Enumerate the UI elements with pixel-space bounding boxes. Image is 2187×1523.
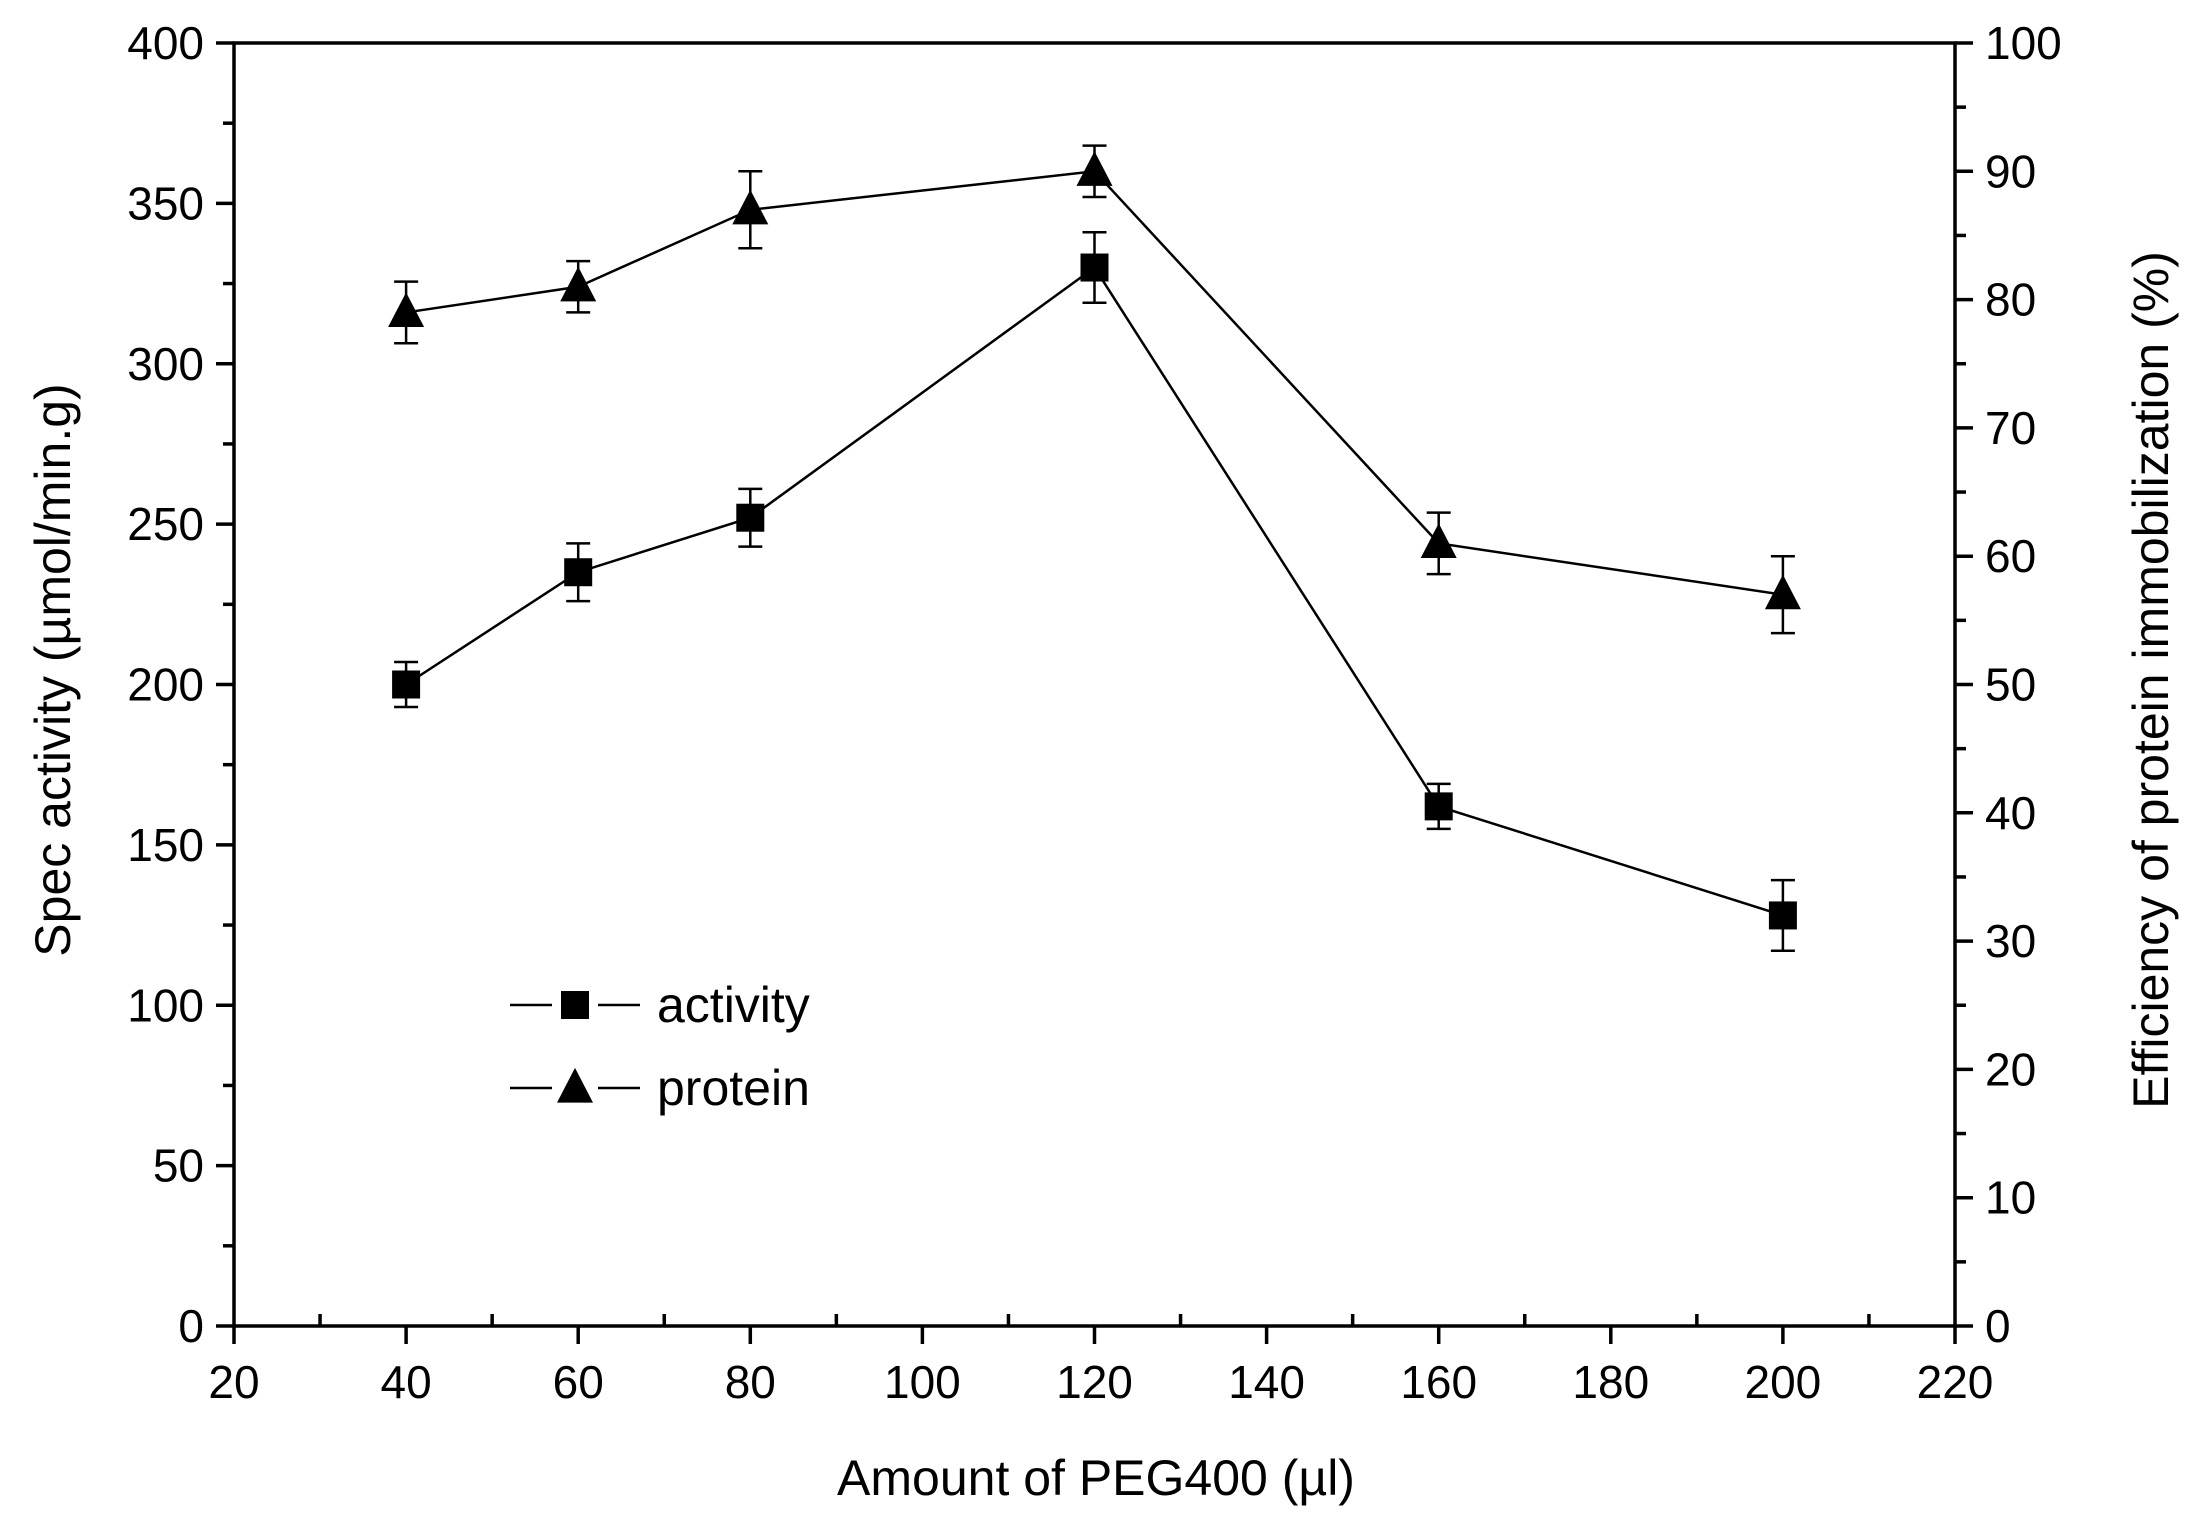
legend-marker-protein — [557, 1067, 593, 1103]
data-point-activity — [736, 503, 765, 532]
legend-item-activity: activity — [510, 977, 810, 1033]
legend: activity protein — [510, 977, 810, 1116]
data-point-protein — [1764, 574, 1801, 610]
x-tick-label: 60 — [553, 1356, 604, 1408]
y2-tick-label: 30 — [1985, 915, 2036, 967]
y-tick-label: 250 — [127, 498, 204, 550]
x-tick-label: 160 — [1400, 1356, 1477, 1408]
y2-tick-label: 0 — [1985, 1300, 2011, 1352]
legend-marker-activity — [561, 991, 589, 1019]
y2-tick-label: 10 — [1985, 1172, 2036, 1224]
y2-tick-label: 100 — [1985, 17, 2062, 69]
x-tick-label: 220 — [1917, 1356, 1994, 1408]
x-tick-label: 40 — [381, 1356, 432, 1408]
y2-tick-label: 40 — [1985, 787, 2036, 839]
x-tick-label: 200 — [1745, 1356, 1822, 1408]
y2-tick-label: 70 — [1985, 402, 2036, 454]
x-tick-label: 80 — [725, 1356, 776, 1408]
data-point-activity — [1424, 792, 1453, 821]
plot-series — [388, 144, 1801, 952]
y-tick-label: 300 — [127, 338, 204, 390]
y-axis-title: Spec activity (µmol/min.g) — [25, 383, 81, 956]
y-tick-label: 200 — [127, 659, 204, 711]
series-line-activity — [405, 265, 1784, 917]
y-tick-label: 100 — [127, 979, 204, 1031]
legend-label-protein: protein — [657, 1060, 810, 1116]
data-point-protein — [732, 189, 769, 225]
y2-tick-label: 60 — [1985, 530, 2036, 582]
y2-tick-label: 80 — [1985, 274, 2036, 326]
y-tick-label: 400 — [127, 17, 204, 69]
x-axis-title: Amount of PEG400 (µl) — [837, 1450, 1355, 1506]
y2-tick-label: 50 — [1985, 659, 2036, 711]
y2-axis-title: Efficiency of protein immobilization (%) — [2123, 251, 2179, 1109]
legend-item-protein: protein — [510, 1060, 810, 1116]
y-tick-label: 150 — [127, 819, 204, 871]
x-tick-label: 100 — [884, 1356, 961, 1408]
x-tick-label: 120 — [1056, 1356, 1133, 1408]
data-point-activity — [1080, 253, 1109, 282]
data-point-protein — [388, 292, 425, 328]
y-tick-label: 350 — [127, 177, 204, 229]
series-line-protein — [405, 169, 1784, 596]
data-point-protein — [560, 266, 597, 302]
y-tick-label: 0 — [178, 1300, 204, 1352]
axes: 20 40 60 80 100 120 140 160 180 200 22005010015020… — [127, 17, 2062, 1408]
series-activity — [392, 230, 1797, 952]
data-point-protein — [1076, 151, 1113, 186]
legend-label-activity: activity — [657, 977, 810, 1033]
y2-tick-label: 20 — [1985, 1043, 2036, 1095]
data-point-protein — [1420, 523, 1457, 558]
x-tick-label: 20 — [208, 1356, 259, 1408]
data-point-activity — [392, 670, 421, 699]
y2-tick-label: 90 — [1985, 145, 2036, 197]
data-point-activity — [564, 558, 593, 587]
series-protein — [388, 144, 1801, 635]
x-tick-label: 140 — [1228, 1356, 1305, 1408]
data-point-activity — [1768, 901, 1797, 930]
y-tick-label: 50 — [153, 1140, 204, 1192]
x-tick-label: 180 — [1572, 1356, 1649, 1408]
